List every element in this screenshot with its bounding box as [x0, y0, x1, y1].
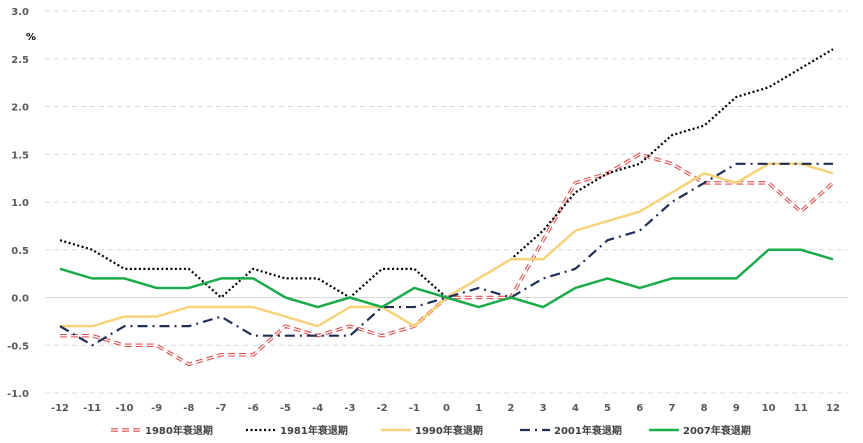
x-tick-label: -3	[344, 403, 355, 414]
y-tick-label: 0.0	[11, 294, 29, 305]
x-tick-label: 5	[604, 403, 611, 414]
y-tick-label: 3.0	[11, 7, 29, 18]
y-tick-label: -0.5	[7, 341, 29, 352]
legend-label: 1981年衰退期	[280, 424, 348, 437]
series-3	[60, 162, 834, 328]
x-tick-label: -5	[280, 403, 291, 414]
x-tick-label: 10	[762, 403, 776, 414]
x-tick-label: 12	[826, 403, 840, 414]
legend-label: 1980年衰退期	[145, 424, 213, 437]
x-tick-label: 9	[733, 403, 740, 414]
x-tick-label: 6	[636, 403, 643, 414]
x-tick-label: -4	[312, 403, 323, 414]
x-tick-label: -9	[151, 403, 162, 414]
x-tick-label: -10	[115, 403, 133, 414]
y-axis-ticks: -1.0 -0.5 0.0 0.5 1.0 1.5 2.0 2.5 3.0	[7, 7, 29, 400]
y-tick-label: -1.0	[7, 389, 29, 400]
series-line	[60, 162, 834, 328]
series-line	[60, 152, 835, 367]
x-tick-label: -7	[215, 403, 226, 414]
series-line	[59, 162, 833, 347]
x-axis-ticks: -12 -11 -10 -9 -8 -7 -6 -5 -4 -3 -2 -1 0 1 2 3 4 5 6 7 8 9 10 1…	[51, 403, 840, 414]
x-tick-label: -1	[409, 403, 420, 414]
legend-item-1: 1980年衰退期	[111, 424, 213, 437]
series-line-inner	[60, 153, 834, 366]
series-4	[59, 162, 833, 347]
series-lines	[59, 48, 835, 367]
y-axis-unit: %	[26, 32, 36, 43]
legend-item-5: 2007年衰退期	[649, 424, 751, 437]
y-tick-label: 2.0	[11, 103, 29, 114]
x-tick-label: -12	[51, 403, 69, 414]
series-2	[59, 48, 834, 299]
legend-label: 1990年衰退期	[415, 424, 483, 437]
y-tick-label: 1.5	[11, 150, 29, 161]
x-tick-label: 0	[443, 403, 450, 414]
legend-item-4: 2001年衰退期	[520, 424, 622, 437]
x-tick-label: 7	[668, 403, 675, 414]
series-line	[59, 48, 834, 299]
legend-label: 2001年衰退期	[554, 424, 622, 437]
x-tick-label: -11	[83, 403, 101, 414]
gridlines	[45, 10, 848, 394]
series-5	[59, 248, 834, 309]
y-tick-label: 1.0	[11, 198, 29, 209]
legend-label: 2007年衰退期	[683, 424, 751, 437]
x-tick-label: 11	[794, 403, 808, 414]
y-tick-label: 0.5	[11, 246, 29, 257]
x-tick-label: -8	[183, 403, 194, 414]
x-tick-label: -6	[248, 403, 259, 414]
x-tick-label: 1	[475, 403, 482, 414]
x-tick-label: 3	[540, 403, 547, 414]
legend-item-3: 1990年衰退期	[381, 424, 483, 437]
y-tick-label: 2.5	[11, 55, 29, 66]
legend-item-2: 1981年衰退期	[246, 424, 348, 437]
series-1	[60, 152, 835, 367]
x-tick-label: 4	[572, 403, 579, 414]
x-tick-label: -2	[377, 403, 388, 414]
series-line	[59, 248, 834, 309]
x-tick-label: 8	[701, 403, 708, 414]
x-tick-label: 2	[507, 403, 514, 414]
legend: 1980年衰退期 1981年衰退期 1990年衰退期 2001年衰退期 2007年衰退期	[111, 424, 751, 437]
